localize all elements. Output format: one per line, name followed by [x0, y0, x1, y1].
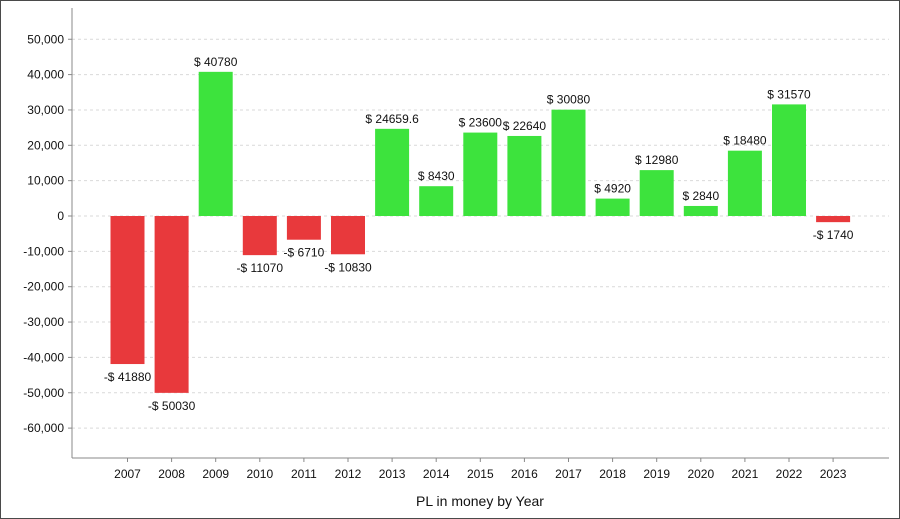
x-tick-label: 2008	[158, 467, 185, 481]
data-label: $ 2840	[682, 189, 719, 203]
x-axis-ticks: 2007 2008 2009 2010 2011 2012 2013 2014 2015 2016…	[114, 458, 847, 481]
x-tick-label: 2011	[291, 467, 317, 481]
data-label: $ 12980	[635, 153, 679, 167]
data-label: -$ 41880	[104, 370, 152, 384]
bar-2017	[551, 109, 586, 216]
bar-2022	[772, 104, 806, 216]
bar-2023	[816, 216, 851, 223]
bar-2019	[639, 170, 674, 216]
x-tick-label: 2015	[467, 467, 494, 481]
x-tick-label: 2012	[335, 467, 362, 481]
bar-2009	[198, 71, 233, 216]
y-tick-label: -10,000	[23, 244, 64, 258]
y-tick-label: 10,000	[27, 174, 64, 188]
data-label: -$ 1740	[813, 228, 854, 242]
bar-2016	[507, 135, 542, 216]
data-label: -$ 11070	[237, 261, 284, 275]
grid-lines	[72, 38, 889, 429]
x-tick-label: 2010	[246, 467, 273, 481]
data-label: -$ 50030	[148, 399, 196, 413]
x-tick-label: 2013	[379, 467, 406, 481]
data-label: $ 31570	[767, 87, 811, 101]
bar-2018	[595, 198, 630, 216]
data-label: -$ 6710	[284, 246, 325, 260]
y-tick-label: -40,000	[23, 350, 64, 364]
y-tick-label: 20,000	[27, 138, 64, 152]
bars	[110, 71, 851, 393]
x-tick-label: 2020	[687, 467, 714, 481]
x-tick-label: 2022	[776, 467, 803, 481]
x-tick-label: 2014	[423, 467, 450, 481]
bar-2020	[683, 205, 718, 216]
data-label: $ 40780	[194, 55, 238, 69]
x-tick-label: 2023	[820, 467, 847, 481]
y-tick-label: 30,000	[27, 103, 64, 117]
x-tick-label: 2009	[202, 467, 229, 481]
y-axis-ticks: 50,000 40,000 30,000 20,000 10,000 0 -10,000 -2…	[23, 32, 72, 435]
bar-2013	[375, 128, 410, 216]
data-label: -$ 10830	[324, 260, 372, 274]
data-label: $ 4920	[594, 182, 631, 196]
y-tick-label: -20,000	[23, 280, 64, 294]
y-tick-label: -30,000	[23, 315, 64, 329]
bar-2010	[242, 216, 277, 256]
bar-2008	[154, 216, 189, 393]
data-labels: -$ 41880-$ 50030$ 40780-$ 11070-$ 6710-$…	[104, 55, 854, 413]
x-axis-title: PL in money by Year	[416, 493, 544, 509]
x-tick-label: 2018	[599, 467, 626, 481]
data-label: $ 24659.6	[365, 112, 419, 126]
bar-2021	[727, 150, 762, 216]
bar-2007	[110, 216, 145, 365]
data-label: $ 30080	[547, 93, 591, 107]
bar-2012	[331, 216, 365, 255]
bar-2011	[286, 216, 321, 240]
y-tick-label: 0	[57, 209, 64, 223]
y-tick-label: -60,000	[23, 421, 64, 435]
data-label: $ 8430	[418, 169, 455, 183]
x-tick-label: 2021	[732, 467, 759, 481]
data-label: $ 23600	[459, 116, 503, 130]
x-tick-label: 2007	[114, 467, 141, 481]
data-label: $ 18480	[723, 134, 767, 148]
y-tick-label: 50,000	[27, 32, 64, 46]
y-tick-label: 40,000	[27, 68, 64, 82]
data-label: $ 22640	[503, 119, 547, 133]
bar-2014	[419, 186, 454, 216]
x-tick-label: 2017	[555, 467, 582, 481]
y-tick-label: -50,000	[23, 386, 64, 400]
x-tick-label: 2019	[643, 467, 670, 481]
x-tick-label: 2016	[511, 467, 538, 481]
bar-2015	[463, 132, 498, 216]
